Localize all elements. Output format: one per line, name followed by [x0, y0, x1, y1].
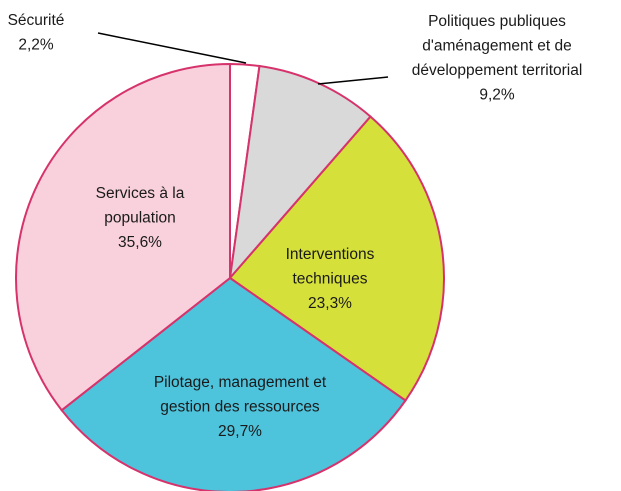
- slice-label: techniques: [293, 271, 368, 288]
- slice: [228, 115, 445, 402]
- value-label: 35,6%: [118, 234, 162, 251]
- slice-label: Pilotage, management et: [154, 374, 327, 391]
- slice-label: Interventions: [286, 246, 375, 263]
- leader-line: [317, 76, 389, 85]
- value-label: 29,7%: [218, 423, 262, 440]
- slice-label: Services à la: [96, 185, 185, 202]
- slice: [15, 62, 231, 412]
- value-label: 9,2%: [479, 87, 515, 104]
- slice-label: Sécurité: [8, 12, 65, 29]
- slice-label: d'aménagement et de: [422, 38, 571, 55]
- leader-line: [97, 32, 247, 64]
- slice-label: gestion des ressources: [160, 399, 320, 416]
- value-label: 2,2%: [18, 37, 54, 54]
- slice: [60, 276, 407, 491]
- slice-label: développement territorial: [412, 62, 583, 79]
- slice-label: Politiques publiques: [428, 13, 566, 30]
- slice-label: population: [104, 210, 176, 227]
- value-label: 23,3%: [308, 295, 352, 312]
